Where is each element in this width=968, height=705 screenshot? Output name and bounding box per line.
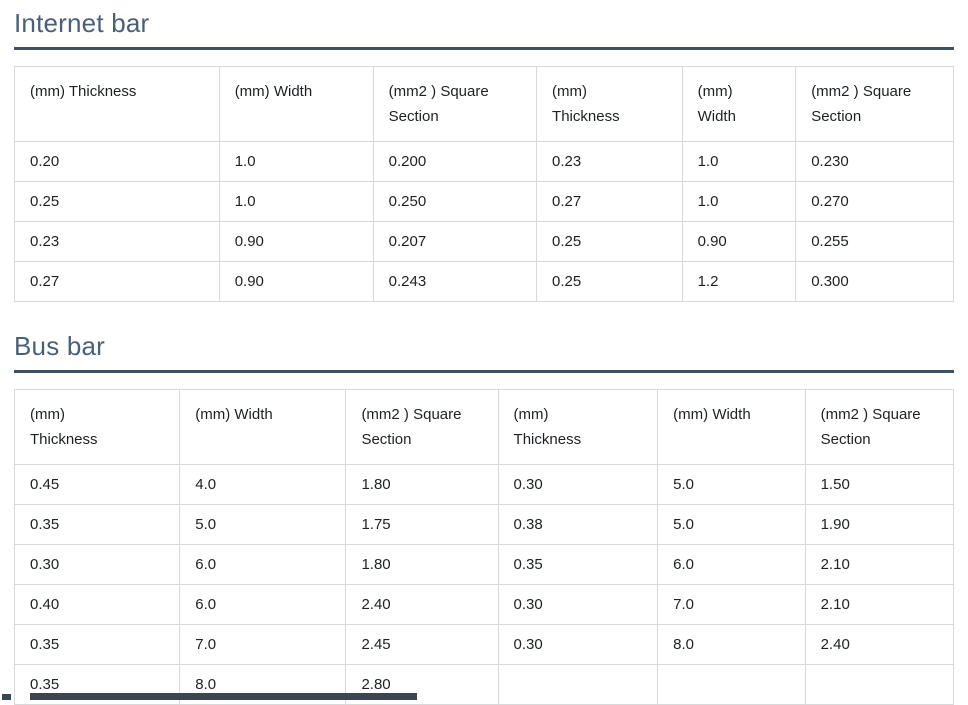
column-header: (mm2 ) Square Section (345, 389, 499, 465)
table-cell: 0.207 (372, 221, 538, 262)
table-cell: 0.90 (218, 221, 374, 262)
header-row: (mm) Thickness (mm) Width (mm2 ) Square Sec… (14, 66, 954, 142)
cutoff-element-bar (30, 693, 417, 700)
table-cell: 0.35 (497, 544, 659, 585)
table-cell: 1.90 (804, 504, 955, 545)
table-cell: 0.200 (372, 141, 538, 182)
table-cell: 1.2 (681, 261, 797, 302)
table-cell: 0.35 (13, 624, 181, 665)
table-cell: 1.50 (804, 464, 955, 505)
table-cell: 0.255 (795, 221, 954, 262)
table-cell: 1.0 (218, 141, 374, 182)
table-cell: 0.270 (795, 181, 954, 222)
table-cell: 0.30 (497, 584, 659, 625)
table-cell: 0.230 (795, 141, 954, 182)
table-cell: 0.23 (536, 141, 683, 182)
table-cell: 0.45 (13, 464, 181, 505)
table-cell: 6.0 (179, 584, 347, 625)
table-row: 0.30 6.0 1.80 0.35 6.0 2.10 (13, 544, 955, 585)
table-cell (657, 664, 806, 705)
table-cell: 7.0 (657, 584, 806, 625)
table-cell: 0.90 (681, 221, 797, 262)
table-cell: 0.20 (14, 141, 220, 182)
table-cell: 5.0 (657, 504, 806, 545)
section-title-bus-bar: Bus bar (14, 331, 106, 361)
cutoff-element-fragment (2, 694, 11, 700)
table-cell (804, 664, 955, 705)
table-cell: 1.75 (345, 504, 499, 545)
bus-bar-table: (mm) Thickness (mm) Width (mm2 ) Square Sect… (13, 389, 955, 705)
table-cell: 7.0 (179, 624, 347, 665)
table-row: 0.20 1.0 0.200 0.23 1.0 0.230 (14, 141, 954, 182)
column-header: (mm) Thickness (13, 389, 181, 465)
section-internet-bar: Internet bar (mm) Thickness (mm) Width (mm… (14, 6, 954, 302)
table-row: 0.35 5.0 1.75 0.38 5.0 1.90 (13, 504, 955, 545)
table-row: 0.23 0.90 0.207 0.25 0.90 0.255 (14, 221, 954, 262)
table-cell: 0.27 (536, 181, 683, 222)
column-header: (mm) Thickness (497, 389, 659, 465)
column-header: (mm) Thickness (14, 66, 220, 142)
column-header: (mm2 ) Square Section (795, 66, 954, 142)
table-cell: 0.40 (13, 584, 181, 625)
table-cell: 0.30 (497, 464, 659, 505)
table-cell: 1.0 (681, 181, 797, 222)
table-cell: 0.25 (14, 181, 220, 222)
title-underline (14, 370, 954, 373)
table-cell: 5.0 (657, 464, 806, 505)
table-cell: 0.35 (13, 504, 181, 545)
column-header: (mm2 ) Square Section (372, 66, 538, 142)
table-cell: 4.0 (179, 464, 347, 505)
table-cell: 1.80 (345, 544, 499, 585)
table-row: 0.35 7.0 2.45 0.30 8.0 2.40 (13, 624, 955, 665)
table-cell: 0.30 (497, 624, 659, 665)
table-row: 0.40 6.0 2.40 0.30 7.0 2.10 (13, 584, 955, 625)
table-cell: 0.23 (14, 221, 220, 262)
table-cell: 2.10 (804, 544, 955, 585)
column-header: (mm) Thickness (536, 66, 683, 142)
table-cell: 0.27 (14, 261, 220, 302)
column-header: (mm) Width (657, 389, 806, 465)
table-cell: 2.10 (804, 584, 955, 625)
table-row: 0.45 4.0 1.80 0.30 5.0 1.50 (13, 464, 955, 505)
table-cell: 2.40 (804, 624, 955, 665)
header-row: (mm) Thickness (mm) Width (mm2 ) Square Sect… (13, 389, 955, 465)
table-cell: 0.25 (536, 261, 683, 302)
table-cell: 1.80 (345, 464, 499, 505)
table-cell: 0.243 (372, 261, 538, 302)
column-header: (mm2 ) Square Section (804, 389, 955, 465)
table-cell (497, 664, 659, 705)
table-cell: 0.25 (536, 221, 683, 262)
internet-bar-table: (mm) Thickness (mm) Width (mm2 ) Square Sec… (14, 66, 954, 302)
table-cell: 1.0 (681, 141, 797, 182)
table-cell: 0.30 (13, 544, 181, 585)
table-cell: 6.0 (179, 544, 347, 585)
table-cell: 5.0 (179, 504, 347, 545)
title-underline (14, 47, 954, 50)
section-title-internet-bar: Internet bar (14, 8, 150, 38)
table-cell: 2.40 (345, 584, 499, 625)
section-bus-bar: Bus bar (mm) Thickness (mm) Width (mm2 ) Sq… (13, 329, 955, 705)
table-cell: 0.90 (218, 261, 374, 302)
table-cell: 1.0 (218, 181, 374, 222)
table-cell: 0.250 (372, 181, 538, 222)
column-header: (mm) Width (218, 66, 374, 142)
table-cell: 8.0 (657, 624, 806, 665)
table-row: 0.25 1.0 0.250 0.27 1.0 0.270 (14, 181, 954, 222)
column-header: (mm) Width (179, 389, 347, 465)
table-cell: 2.45 (345, 624, 499, 665)
table-cell: 0.38 (497, 504, 659, 545)
table-row: 0.27 0.90 0.243 0.25 1.2 0.300 (14, 261, 954, 302)
column-header: (mm) Width (681, 66, 797, 142)
table-cell: 0.300 (795, 261, 954, 302)
table-cell: 6.0 (657, 544, 806, 585)
